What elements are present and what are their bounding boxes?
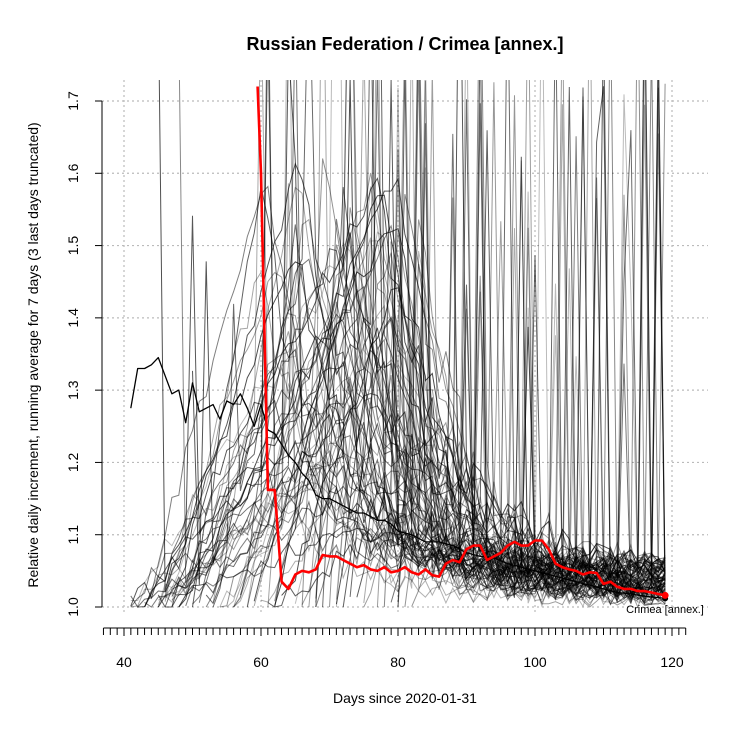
region-line	[239, 224, 666, 596]
region-line	[390, 133, 666, 604]
series-line-crimea	[256, 86, 666, 597]
region-line	[219, 410, 666, 608]
x-tick-label: 40	[116, 654, 132, 670]
x-tick-label: 100	[523, 654, 547, 670]
region-lines	[130, 80, 666, 609]
y-tick-label: 1.7	[65, 91, 81, 111]
chart-title: Russian Federation / Crimea [annex.]	[246, 34, 563, 54]
region-line	[157, 228, 666, 608]
y-axis-label: Relative daily increment, running averag…	[25, 122, 41, 587]
region-line	[260, 80, 666, 603]
y-tick-label: 1.5	[65, 236, 81, 256]
region-line	[178, 80, 666, 608]
region-line	[164, 480, 666, 598]
x-axis-label: Days since 2020-01-31	[333, 690, 477, 706]
y-tick-label: 1.2	[65, 452, 81, 472]
y-tick-label: 1.4	[65, 308, 81, 328]
region-line	[363, 533, 666, 608]
region-line	[315, 83, 666, 603]
region-line	[171, 80, 666, 597]
region-line	[253, 237, 666, 607]
y-tick-label: 1.3	[65, 380, 81, 400]
x-tick-label: 60	[253, 654, 269, 670]
region-line	[164, 80, 666, 608]
x-tick-label: 80	[390, 654, 406, 670]
series-lines	[130, 86, 669, 602]
axes: 1.0 1.1 1.2 1.3 1.4 1.5 1.6 1.7 40 60 80 100 120	[65, 91, 687, 670]
region-line	[157, 80, 666, 608]
region-line	[397, 80, 666, 608]
region-line	[342, 130, 666, 608]
region-line	[383, 80, 666, 608]
region-line	[192, 177, 666, 605]
y-tick-label: 1.0	[65, 597, 81, 617]
region-line	[329, 80, 666, 608]
y-tick-label: 1.1	[65, 525, 81, 545]
region-line	[397, 133, 666, 603]
region-line	[219, 94, 666, 608]
region-line	[376, 80, 666, 608]
region-line	[185, 468, 666, 607]
x-tick-label: 120	[660, 654, 684, 670]
series-line-russian-federation	[130, 356, 666, 599]
region-line	[274, 413, 666, 606]
region-line	[158, 498, 666, 608]
highlight-series-label: Crimea [annex.]	[626, 604, 704, 616]
region-line	[267, 96, 666, 608]
y-tick-label: 1.6	[65, 163, 81, 183]
region-line	[157, 80, 666, 608]
region-line	[246, 224, 666, 608]
region-line	[308, 80, 666, 609]
series-endpoint-crimea	[661, 591, 669, 599]
region-line	[335, 80, 666, 606]
